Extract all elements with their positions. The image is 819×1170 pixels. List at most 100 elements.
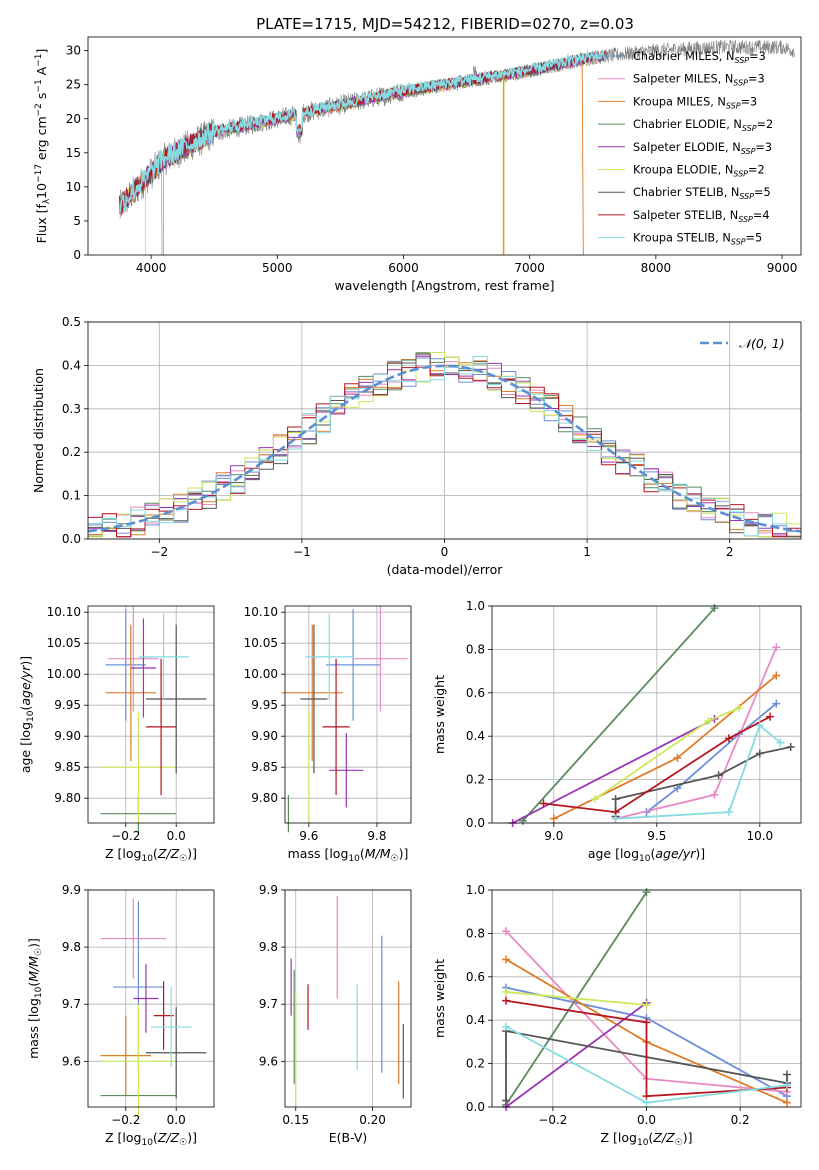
x-tick-label: 0.20 (359, 1113, 386, 1127)
y-tick-label: 0.6 (466, 970, 485, 984)
series-line (522, 607, 716, 822)
histogram-salpeter-miles (88, 355, 801, 538)
label-part: SSP (738, 215, 753, 224)
x-tick-label: 6000 (388, 261, 419, 275)
plots-layer: 4000 5000 6000 7000 8000 9000051015202530wave… (18, 36, 802, 1148)
model-spectrum-kroupa-stelib (119, 49, 606, 213)
label-part: −1 (34, 54, 44, 67)
label-part: Chabrier STELIB, N (633, 186, 739, 199)
point-kroupa-miles (281, 624, 343, 761)
x-tick-label: 9.8 (367, 829, 386, 843)
axes-weight-vs-Z: −0.2 0.0 0.2 0.0 0.2 0.4 0.6 0.8 1.0 Z [log10(Z/Z… (432, 883, 802, 1148)
y-tick-label: 9.6 (62, 1054, 81, 1068)
label-part: ☉ (179, 1138, 187, 1148)
y-tick-label: 30 (66, 44, 81, 58)
y-axis-label: Normed distribution (31, 368, 46, 493)
series-kroupa-stelib (611, 721, 785, 823)
y-tick-label: 9.90 (54, 729, 81, 743)
label-part: Z/Z (652, 1130, 675, 1145)
plot-area-mass-vs-Z (100, 898, 207, 1119)
legend-label: Salpeter STELIB, NSSP=4 (633, 209, 770, 224)
label-part: Z/Z (157, 846, 180, 861)
series-line (505, 1002, 648, 1108)
label-part: A (34, 66, 49, 79)
label-part: 10 (141, 854, 153, 864)
y-tick-label: 9.80 (54, 791, 81, 805)
series-marker (704, 717, 713, 726)
axes-frame (284, 605, 412, 824)
model-spectrum-chabrier-miles (119, 52, 606, 215)
series-marker (502, 987, 511, 996)
point-salpeter-miles (108, 606, 159, 712)
y-tick-label: 0.0 (466, 1100, 485, 1114)
label-part: ( (360, 846, 365, 861)
series-salpeter-miles (611, 643, 781, 823)
series-marker (539, 799, 548, 808)
model-spectrum-chabrier-stelib (119, 50, 606, 210)
x-axis-label: E(B-V) (329, 1130, 368, 1145)
x-tick-label: 9000 (767, 261, 798, 275)
axes-age-vs-mass: 9.6 9.8 9.80 9.85 9.90 9.95 10.00 10.05 10.10 mas… (244, 605, 412, 864)
y-tick-label: 0.3 (62, 402, 81, 416)
series-marker (502, 1022, 511, 1031)
label-part: age [log (18, 722, 33, 773)
label-part: Salpeter STELIB, N (633, 209, 738, 222)
series-marker (782, 1070, 791, 1079)
axes-age-vs-Z: −0.2 0.0 9.80 9.85 9.90 9.95 10.00 10.05 10.10 Z … (18, 605, 215, 864)
x-tick-label: 0.15 (282, 1113, 309, 1127)
legend-label: Chabrier ELODIE, NSSP=2 (633, 118, 773, 133)
point-salpeter-stelib (153, 981, 174, 1050)
y-tick-label: 0.0 (62, 532, 81, 546)
series-marker (642, 1018, 651, 1027)
label-part: mass [log (26, 998, 41, 1059)
label-part: ☉ (675, 1138, 683, 1148)
y-tick-label: 0 (73, 248, 81, 262)
series-marker (673, 753, 682, 762)
label-part: −1 (34, 79, 44, 92)
series-marker (549, 814, 558, 823)
series-marker (502, 955, 511, 964)
label-part: −2 (34, 103, 44, 116)
point-salpeter-elodie (329, 733, 364, 808)
x-axis-label: (data-model)/error (387, 562, 504, 577)
label-part: 10 (34, 183, 49, 199)
y-axis-label: Flux [fλ10−17 erg cm−2 s−1 A−1] (34, 49, 52, 244)
legend-label: Chabrier STELIB, NSSP=5 (633, 186, 771, 201)
y-tick-label: 1.0 (466, 883, 485, 897)
point-chabrier-stelib (300, 624, 328, 774)
label-part: ☉ (34, 948, 44, 956)
y-tick-label: 0.4 (466, 729, 485, 743)
label-part: ] (34, 49, 49, 54)
label-part: λ (42, 198, 52, 204)
label-part: =5 (754, 186, 771, 199)
series-marker (611, 795, 620, 804)
label-part: Z [log (105, 846, 141, 861)
x-tick-label: 10.0 (746, 829, 773, 843)
series-salpeter-elodie (502, 998, 651, 1111)
axes-residuals: −2 −1 0 1 2 0.0 0.1 0.2 0.3 0.4 0.5 (data-model)/er… (31, 315, 802, 577)
y-tick-label: 0.4 (62, 358, 81, 372)
y-tick-label: 0.5 (62, 315, 81, 329)
label-part: s (34, 93, 49, 104)
label-part: )] (187, 846, 197, 861)
plot-area-age-vs-mass (281, 606, 408, 833)
label-part: ☉ (391, 854, 399, 864)
axes-frame (87, 321, 802, 540)
axes-weight-vs-age: 9.0 9.5 10.0 0.0 0.2 0.4 0.6 0.8 1.0 age [log10(a… (432, 599, 802, 864)
point-kroupa-miles (105, 624, 157, 761)
label-part: )] (26, 938, 41, 948)
series-marker (724, 734, 733, 743)
axes-frame (87, 889, 215, 1108)
point-salpeter-stelib (322, 658, 350, 796)
x-tick-label: 4000 (136, 261, 167, 275)
label-part: Salpeter ELODIE, N (633, 141, 741, 154)
series-marker (642, 1001, 651, 1010)
axes-frame (87, 36, 802, 256)
series-marker (502, 1096, 511, 1105)
series-chabrier-stelib (611, 743, 795, 821)
point-chabrier-stelib (145, 624, 207, 774)
legend-label: Kroupa ELODIE, NSSP=2 (633, 164, 765, 179)
y-tick-label: 10.00 (244, 667, 278, 681)
series-marker (782, 1081, 791, 1090)
y-tick-label: 9.8 (62, 940, 81, 954)
